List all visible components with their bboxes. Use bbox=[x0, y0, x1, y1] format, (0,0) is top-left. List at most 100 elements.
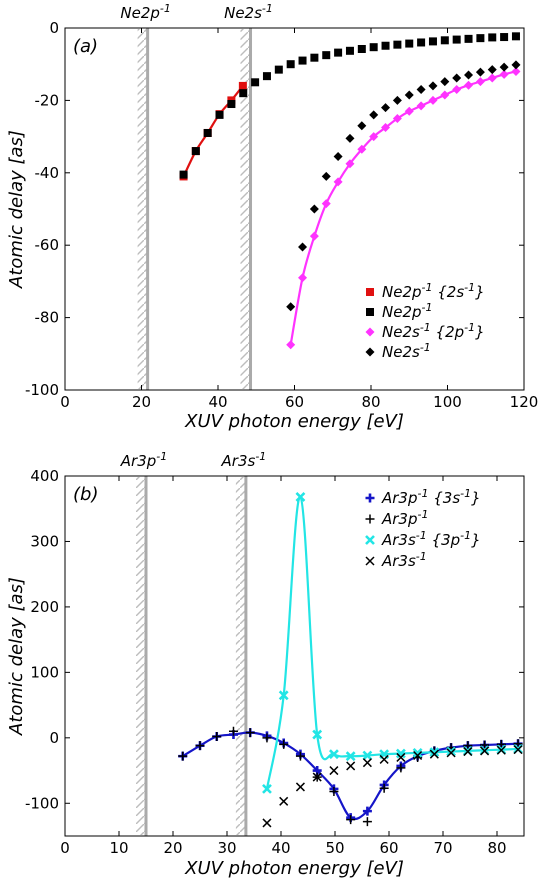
label-base: Ne2s bbox=[224, 4, 262, 22]
data-point bbox=[345, 751, 356, 762]
data-point bbox=[298, 242, 308, 252]
label-superscript: -1 bbox=[416, 550, 427, 563]
legend-marker bbox=[365, 347, 375, 357]
label-base: Ar3s bbox=[381, 531, 416, 549]
data-point bbox=[513, 745, 523, 755]
data-point bbox=[245, 728, 255, 738]
label-suffix-end: } bbox=[475, 323, 485, 341]
x-tick-label: 50 bbox=[325, 839, 344, 857]
label-base: Ar3s bbox=[221, 452, 256, 470]
data-point bbox=[452, 35, 461, 44]
data-point bbox=[392, 95, 402, 105]
data-point bbox=[404, 90, 414, 100]
series-group bbox=[179, 32, 521, 350]
data-point bbox=[511, 60, 521, 70]
legend-marker bbox=[365, 535, 375, 545]
data-point bbox=[404, 106, 414, 116]
data-point bbox=[379, 783, 389, 793]
legend-label: Ar3s-1 {3p-1} bbox=[381, 529, 481, 549]
y-axis-label: Atomic delay [as] bbox=[6, 130, 27, 289]
label-suffix: {2p bbox=[431, 323, 464, 341]
data-point bbox=[203, 128, 212, 137]
label-suffix-superscript: -1 bbox=[460, 487, 471, 500]
data-point bbox=[329, 766, 339, 776]
x-tick-label: 0 bbox=[60, 393, 70, 411]
data-point bbox=[346, 815, 356, 825]
data-point bbox=[286, 302, 296, 312]
data-point bbox=[487, 65, 497, 75]
label-superscript: -1 bbox=[418, 487, 429, 500]
data-point bbox=[395, 748, 406, 759]
panel-0: Ne2p-1 Ne2s-10 20 40 60 80 100 120-100-80-60-40… bbox=[6, 2, 538, 432]
data-point bbox=[369, 132, 379, 142]
label-base: Ar3p bbox=[120, 452, 157, 470]
legend-label: Ne2p-1 {2s-1} bbox=[382, 281, 485, 301]
data-point bbox=[496, 745, 506, 755]
data-point bbox=[298, 273, 308, 283]
threshold-band bbox=[240, 29, 251, 389]
data-point bbox=[362, 750, 373, 761]
label-superscript: -1 bbox=[422, 281, 433, 294]
data-point bbox=[446, 748, 456, 758]
data-point bbox=[511, 66, 521, 76]
x-tick-label: 10 bbox=[109, 839, 128, 857]
x-tick-label: 70 bbox=[433, 839, 452, 857]
x-tick-label: 80 bbox=[487, 839, 506, 857]
panel-1: Ar3p-1 Ar3s-10 10 20 30 40 50 60 70 80-1000100200… bbox=[6, 450, 525, 879]
data-point bbox=[417, 38, 426, 47]
data-point bbox=[369, 110, 379, 120]
data-point bbox=[322, 51, 331, 60]
data-point bbox=[499, 69, 509, 79]
data-point bbox=[480, 746, 490, 756]
y-tick-label: 400 bbox=[30, 467, 59, 485]
data-point bbox=[295, 782, 305, 792]
data-point bbox=[312, 772, 322, 782]
legend-marker bbox=[365, 514, 375, 524]
x-axis-label: XUV photon energy [eV] bbox=[184, 858, 404, 879]
label-base: Ar3p bbox=[381, 489, 418, 507]
data-point bbox=[295, 492, 306, 502]
data-point bbox=[309, 231, 319, 241]
data-point bbox=[346, 761, 356, 771]
panel-label: (a) bbox=[73, 36, 98, 57]
y-tick-label: 0 bbox=[49, 729, 59, 747]
data-point bbox=[412, 747, 423, 758]
data-point bbox=[464, 70, 474, 80]
x-tick-label: 60 bbox=[285, 393, 304, 411]
label-superscript: -1 bbox=[422, 301, 433, 314]
y-tick-label: -80 bbox=[35, 309, 60, 327]
label-base: Ne2p bbox=[120, 4, 160, 22]
data-point bbox=[428, 95, 438, 105]
label-superscript: -1 bbox=[420, 341, 431, 354]
label-suffix: {3s bbox=[428, 489, 460, 507]
data-point bbox=[379, 754, 389, 764]
legend-entry: Ar3s-1 {3p-1} bbox=[365, 529, 481, 549]
data-point bbox=[452, 73, 462, 83]
x-tick-label: 100 bbox=[433, 393, 462, 411]
label-superscript: -1 bbox=[420, 321, 431, 334]
x-tick-label: 80 bbox=[361, 393, 380, 411]
threshold-label: Ar3s-1 bbox=[221, 450, 267, 470]
data-point bbox=[463, 747, 473, 757]
legend-entry: Ar3s-1 bbox=[365, 550, 427, 570]
data-point bbox=[429, 747, 440, 758]
label-superscript: -1 bbox=[255, 450, 266, 463]
legend-label: Ne2p-1 bbox=[382, 301, 432, 321]
data-point bbox=[362, 758, 372, 768]
data-point bbox=[357, 121, 367, 131]
data-point bbox=[279, 796, 289, 806]
data-point bbox=[345, 159, 355, 169]
data-point bbox=[357, 44, 366, 53]
data-point bbox=[329, 786, 339, 796]
legend-marker bbox=[366, 288, 374, 296]
x-tick-label: 20 bbox=[132, 393, 151, 411]
legend-entry: Ar3p-1 bbox=[365, 508, 428, 528]
label-suffix-superscript: -1 bbox=[464, 281, 475, 294]
threshold-band bbox=[235, 477, 246, 835]
data-point bbox=[393, 40, 402, 49]
data-point bbox=[362, 806, 372, 816]
data-point bbox=[298, 56, 307, 65]
data-point bbox=[278, 690, 289, 701]
